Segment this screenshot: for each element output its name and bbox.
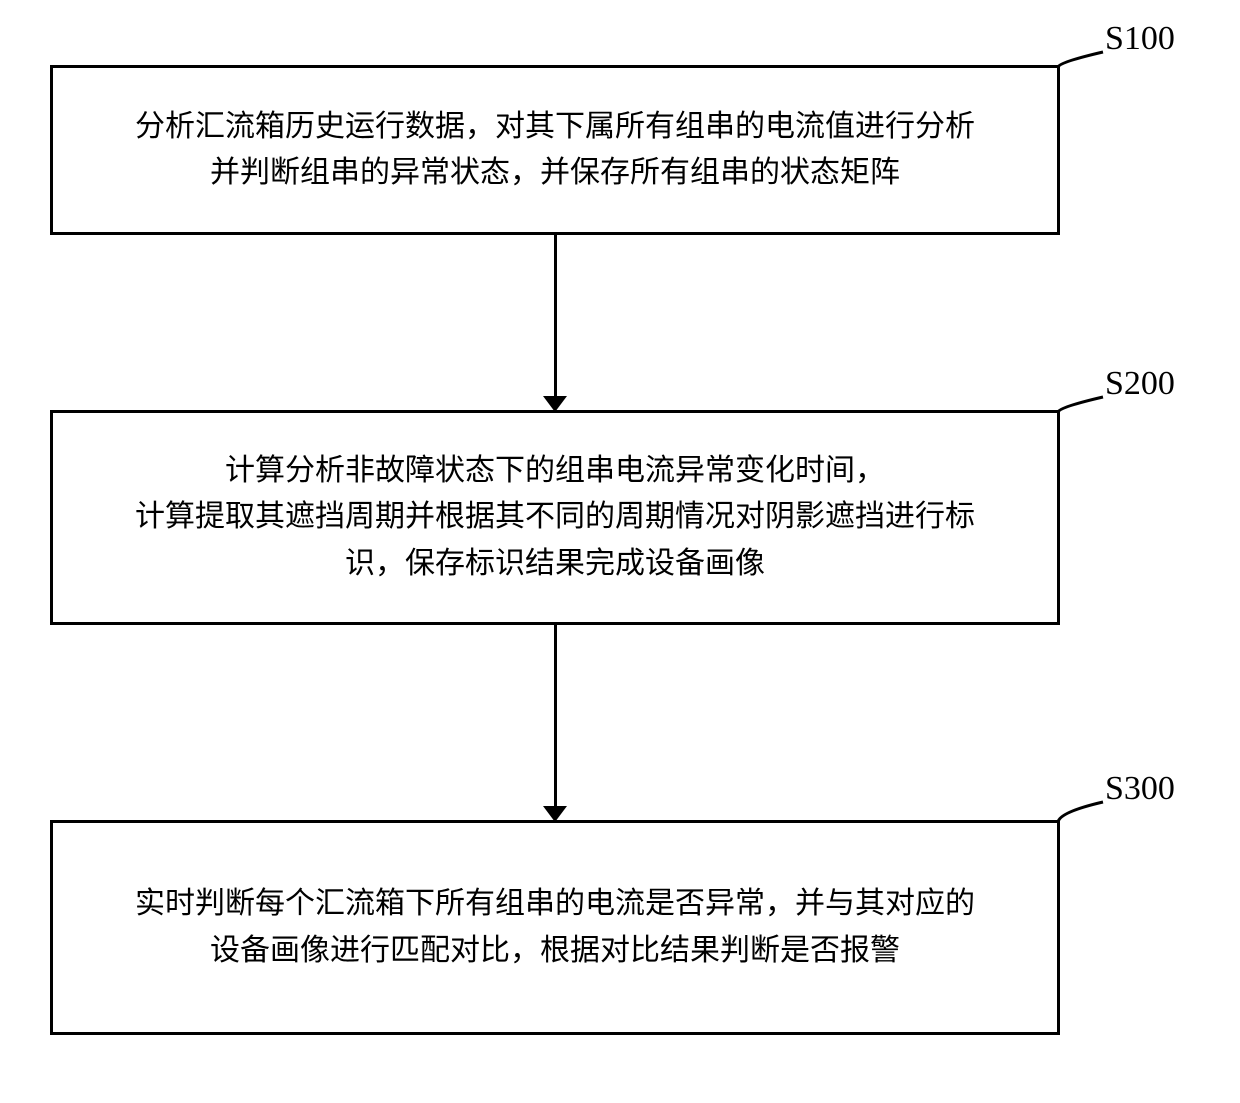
node-text-s200: 计算分析非故障状态下的组串电流异常变化时间， 计算提取其遮挡周期并根据其不同的周… (135, 448, 975, 588)
node-text-s300: 实时判断每个汇流箱下所有组串的电流是否异常，并与其对应的 设备画像进行匹配对比，… (135, 881, 975, 974)
step-label-s300: S300 (1105, 770, 1175, 808)
flowchart-container: 分析汇流箱历史运行数据，对其下属所有组串的电流值进行分析 并判断组串的异常状态，… (0, 0, 1240, 1103)
arrow-s100-s200 (554, 235, 557, 396)
flowchart-node-s300: 实时判断每个汇流箱下所有组串的电流是否异常，并与其对应的 设备画像进行匹配对比，… (50, 820, 1060, 1035)
step-label-s100: S100 (1105, 20, 1175, 58)
flowchart-node-s100: 分析汇流箱历史运行数据，对其下属所有组串的电流值进行分析 并判断组串的异常状态，… (50, 65, 1060, 235)
node-text-s100: 分析汇流箱历史运行数据，对其下属所有组串的电流值进行分析 并判断组串的异常状态，… (135, 104, 975, 197)
step-label-s200: S200 (1105, 365, 1175, 403)
flowchart-node-s200: 计算分析非故障状态下的组串电流异常变化时间， 计算提取其遮挡周期并根据其不同的周… (50, 410, 1060, 625)
arrow-s200-s300 (554, 625, 557, 806)
